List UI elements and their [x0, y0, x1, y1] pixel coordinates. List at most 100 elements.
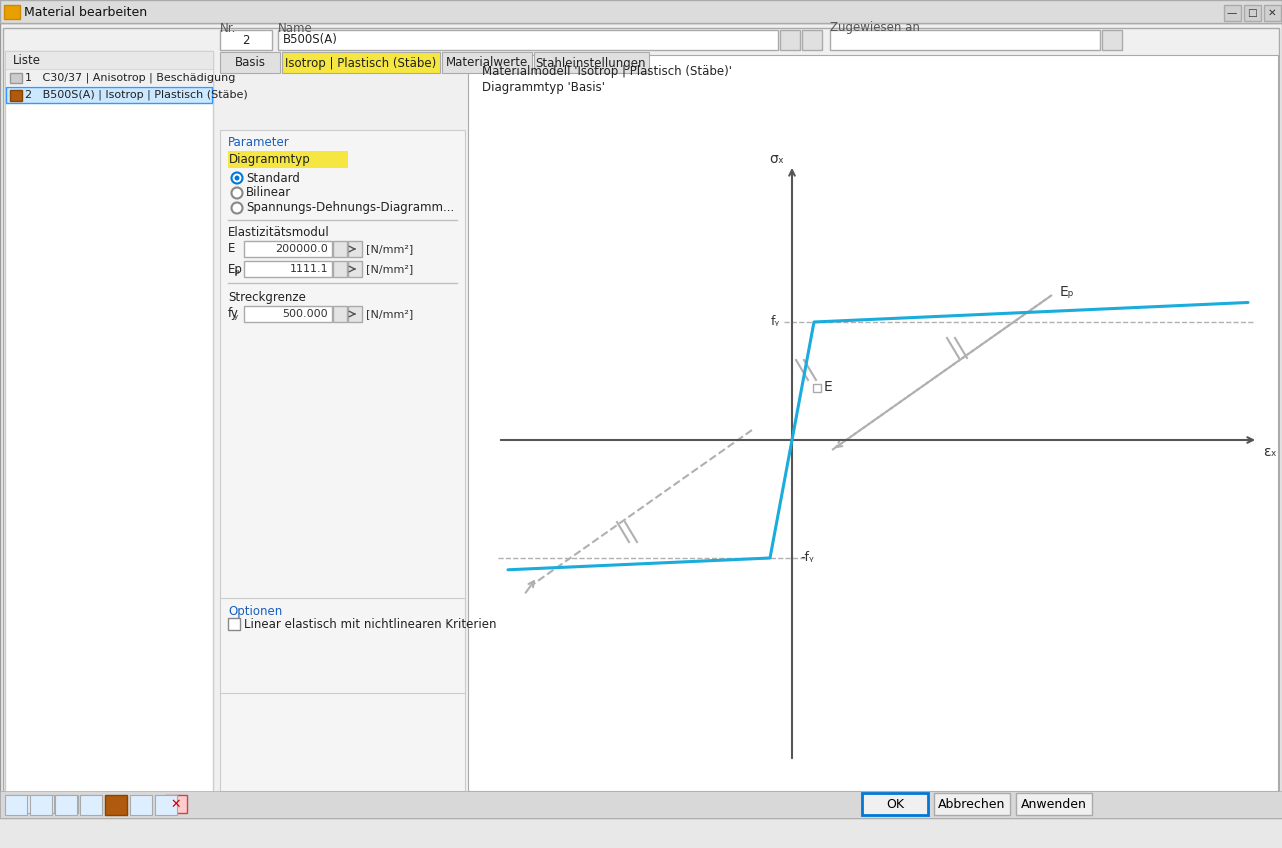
Bar	[813, 384, 820, 392]
Bar	[79, 795, 103, 813]
Text: -fᵧ: -fᵧ	[800, 551, 814, 565]
Text: Bilinear: Bilinear	[246, 187, 291, 199]
Bar	[5, 793, 213, 815]
Bar	[4, 5, 21, 19]
Bar	[8, 795, 29, 813]
Text: [N/mm²]: [N/mm²]	[365, 264, 413, 274]
Text: Spannungs-Dehnungs-Diagramm...: Spannungs-Dehnungs-Diagramm...	[246, 202, 454, 215]
Bar	[468, 55, 1278, 791]
Bar	[32, 795, 54, 813]
Text: Eₚ: Eₚ	[1060, 285, 1074, 299]
Circle shape	[232, 172, 242, 183]
Text: ✕: ✕	[171, 797, 181, 811]
Text: Materialmodell 'Isotrop | Plastisch (Stäbe)': Materialmodell 'Isotrop | Plastisch (Stä…	[482, 65, 732, 79]
Bar	[244, 241, 332, 257]
Text: [N/mm²]: [N/mm²]	[365, 309, 413, 319]
Text: Elastizitätsmodul: Elastizitätsmodul	[228, 226, 329, 238]
Text: Optionen: Optionen	[228, 605, 282, 617]
Text: Stahleinstellungen: Stahleinstellungen	[536, 57, 646, 70]
Text: Isotrop | Plastisch (Stäbe): Isotrop | Plastisch (Stäbe)	[286, 57, 437, 70]
Text: Streckgrenze: Streckgrenze	[228, 291, 306, 304]
Bar	[221, 30, 272, 50]
Bar	[1017, 793, 1092, 815]
Text: Basis: Basis	[235, 57, 265, 70]
Text: p: p	[235, 269, 238, 275]
Bar	[244, 306, 332, 322]
Bar	[221, 52, 279, 73]
Text: fᵧ: fᵧ	[770, 315, 779, 328]
Text: fy: fy	[228, 308, 238, 321]
Text: Material bearbeiten: Material bearbeiten	[24, 5, 147, 19]
Text: ✕: ✕	[1268, 8, 1277, 18]
Bar	[829, 30, 1100, 50]
Bar	[10, 90, 22, 101]
Bar	[244, 261, 332, 277]
Text: Standard: Standard	[246, 171, 300, 185]
Text: Parameter: Parameter	[228, 137, 290, 149]
Text: 500.000: 500.000	[282, 309, 328, 319]
Bar	[347, 306, 362, 322]
Text: εₓ: εₓ	[1263, 445, 1277, 459]
Bar	[282, 52, 440, 73]
Text: B500S(A): B500S(A)	[283, 34, 338, 47]
Text: Anwenden: Anwenden	[1020, 797, 1087, 811]
Bar	[165, 795, 187, 813]
Bar	[6, 70, 212, 86]
Text: Name: Name	[278, 21, 313, 35]
Text: □: □	[1247, 8, 1256, 18]
Text: Diagrammtyp 'Basis': Diagrammtyp 'Basis'	[482, 81, 605, 93]
Circle shape	[232, 203, 242, 214]
Text: Materialwerte: Materialwerte	[446, 57, 528, 70]
Bar	[79, 795, 103, 815]
Text: OK: OK	[886, 797, 904, 811]
Text: 1   C30/37 | Anisotrop | Beschädigung: 1 C30/37 | Anisotrop | Beschädigung	[26, 73, 236, 83]
Text: 200000.0: 200000.0	[276, 244, 328, 254]
Text: y: y	[235, 314, 238, 320]
Bar	[228, 618, 240, 630]
Text: Zugewiesen an: Zugewiesen an	[829, 21, 920, 35]
Bar	[221, 598, 465, 693]
Text: Liste: Liste	[13, 53, 41, 66]
Text: Diagrammtyp: Diagrammtyp	[229, 153, 310, 166]
Bar	[6, 87, 212, 103]
Circle shape	[232, 187, 242, 198]
Circle shape	[235, 176, 240, 181]
Bar	[862, 793, 928, 815]
Bar	[935, 793, 1010, 815]
Text: Ep: Ep	[228, 263, 242, 276]
Bar	[5, 51, 213, 69]
Text: Linear elastisch mit nichtlinearen Kriterien: Linear elastisch mit nichtlinearen Krite…	[244, 617, 496, 631]
Bar	[0, 0, 1282, 23]
Bar	[779, 30, 800, 50]
Bar	[333, 241, 347, 257]
Bar	[5, 51, 213, 793]
Bar	[129, 795, 153, 815]
Bar	[1103, 30, 1122, 50]
Bar	[1244, 5, 1261, 21]
Text: Nr.: Nr.	[221, 21, 236, 35]
Bar	[803, 30, 822, 50]
Bar	[55, 795, 77, 815]
Bar	[155, 795, 177, 815]
Bar	[221, 130, 465, 791]
Bar	[347, 241, 362, 257]
Text: σₓ: σₓ	[769, 152, 785, 166]
Bar	[105, 795, 127, 815]
Text: 2: 2	[242, 34, 250, 47]
Text: [N/mm²]: [N/mm²]	[365, 244, 413, 254]
Bar	[278, 30, 778, 50]
Bar	[333, 261, 347, 277]
Bar	[5, 795, 27, 815]
Bar	[228, 151, 347, 168]
Text: 1111.1: 1111.1	[290, 264, 328, 274]
Bar	[535, 52, 649, 73]
Text: Abbrechen: Abbrechen	[938, 797, 1005, 811]
Bar	[29, 795, 53, 815]
Bar	[333, 306, 347, 322]
Bar	[56, 795, 78, 813]
Bar	[0, 791, 1282, 818]
Text: 2   B500S(A) | Isotrop | Plastisch (Stäbe): 2 B500S(A) | Isotrop | Plastisch (Stäbe)	[26, 90, 247, 100]
Text: E: E	[824, 380, 833, 394]
Text: —: —	[1227, 8, 1237, 18]
Bar	[442, 52, 532, 73]
